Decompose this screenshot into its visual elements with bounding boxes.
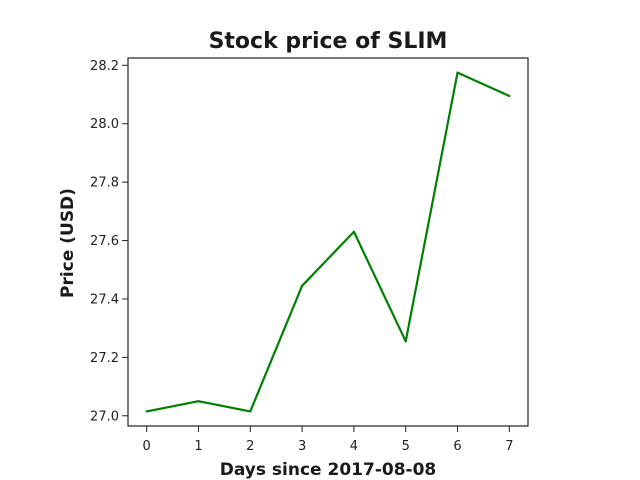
x-tick-label: 4: [350, 439, 358, 454]
series-line-0: [146, 71, 510, 413]
data-point: [508, 94, 511, 98]
x-tick-label: 5: [402, 439, 410, 454]
x-axis-label: Days since 2017-08-08: [220, 460, 437, 480]
y-tick-label: 27.4: [90, 292, 119, 307]
x-tick-label: 7: [505, 439, 513, 454]
x-axis-ticks: 0 1 2 3 4 5 6 7: [143, 426, 513, 454]
data-point: [300, 284, 304, 287]
y-tick-label: 27.6: [90, 234, 119, 249]
chart-title: Stock price of SLIM: [209, 29, 448, 54]
y-axis-label: Price (USD): [58, 188, 78, 298]
data-point: [145, 410, 148, 413]
data-point: [456, 71, 459, 74]
y-tick-label: 27.8: [90, 176, 119, 191]
y-axis-ticks: 27.0 27.2 27.4 27.6 27.8 28.0 28.2: [90, 59, 128, 424]
x-tick-label: 2: [246, 439, 254, 454]
x-tick-label: 6: [453, 439, 461, 454]
plot-frame: [127, 57, 529, 427]
y-tick-label: 27.0: [90, 409, 119, 424]
plot-area: [127, 57, 529, 427]
x-tick-label: 3: [298, 439, 306, 454]
y-tick-label: 27.2: [90, 351, 119, 366]
y-tick-label: 28.0: [90, 117, 119, 132]
x-tick-label: 1: [194, 439, 202, 454]
data-point: [249, 410, 252, 413]
x-tick-label: 0: [143, 439, 151, 454]
data-point: [404, 340, 407, 343]
data-point: [352, 230, 356, 233]
data-point: [197, 400, 200, 403]
y-tick-label: 28.2: [90, 59, 119, 74]
